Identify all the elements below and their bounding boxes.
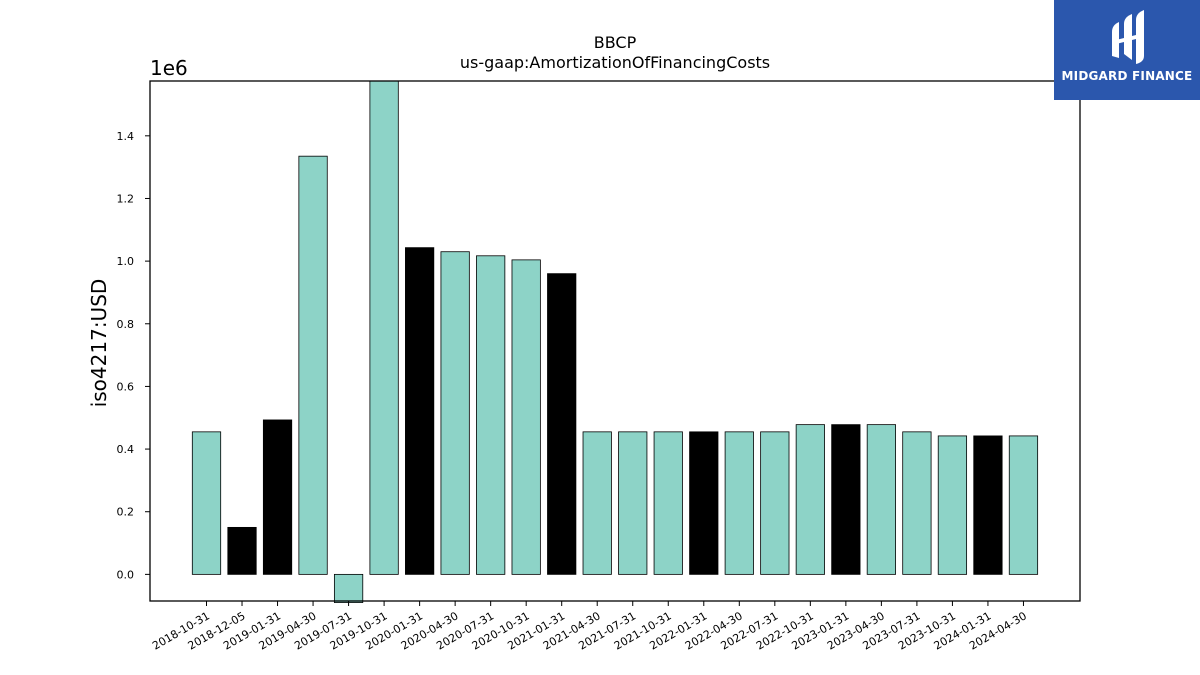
y-tick-label: 0.8 — [117, 318, 135, 331]
y-offset-label: 1e6 — [150, 56, 188, 80]
bar-2019-01-31 — [262, 419, 293, 575]
bar-2018-10-31 — [191, 431, 222, 575]
bar-2022-07-31 — [760, 431, 790, 575]
plot-frame — [149, 80, 1081, 602]
bar-2020-04-30 — [440, 251, 470, 575]
midgard-logo-icon — [1112, 10, 1144, 64]
bar-2022-04-30 — [724, 431, 754, 575]
x-ticks-group: 2018-10-312018-12-052019-01-312019-04-30… — [150, 601, 1029, 653]
y-tick-label: 1.0 — [117, 255, 135, 268]
bar-2018-12-05 — [227, 526, 257, 575]
bar-2020-01-31 — [405, 247, 435, 575]
y-axis-label: iso4217:USD — [87, 279, 111, 408]
bar-2021-10-31 — [653, 431, 683, 575]
bar-2021-07-31 — [618, 431, 648, 575]
y-tick-label: 1.4 — [117, 130, 135, 143]
y-tick-label: 0.4 — [117, 443, 135, 456]
bar-2019-04-30 — [298, 155, 328, 575]
y-tick-label: 0.0 — [117, 568, 135, 581]
bar-2023-10-31 — [937, 435, 968, 575]
chart-title: BBCP — [594, 33, 637, 52]
bar-2020-10-31 — [511, 259, 541, 575]
bar-2024-01-31 — [973, 435, 1003, 575]
bar-2019-10-31 — [369, 80, 399, 575]
bar-2023-01-31 — [831, 424, 861, 575]
bar-2020-07-31 — [476, 255, 506, 575]
bar-2022-01-31 — [689, 431, 719, 575]
bar-2021-01-31 — [547, 273, 577, 575]
logo-text: MIDGARD FINANCE — [1061, 69, 1193, 83]
bar-2019-07-31 — [333, 573, 364, 603]
y-tick-label: 0.2 — [117, 506, 135, 519]
y-tick-label: 0.6 — [117, 380, 135, 393]
bar-2021-04-30 — [582, 431, 612, 575]
bar-2022-10-31 — [795, 424, 825, 575]
y-tick-label: 1.2 — [117, 192, 135, 205]
y-ticks-group: 0.0 0.2 0.4 0.6 0.8 1.0 1.2 1.4 — [117, 130, 150, 581]
bar-2024-04-30 — [1008, 435, 1039, 575]
bar-2023-04-30 — [866, 424, 896, 575]
bars-group — [191, 80, 1039, 603]
midgard-finance-logo: MIDGARD FINANCE — [1054, 0, 1200, 100]
bar-2023-07-31 — [902, 431, 932, 575]
chart-subtitle: us-gaap:AmortizationOfFinancingCosts — [460, 53, 770, 72]
